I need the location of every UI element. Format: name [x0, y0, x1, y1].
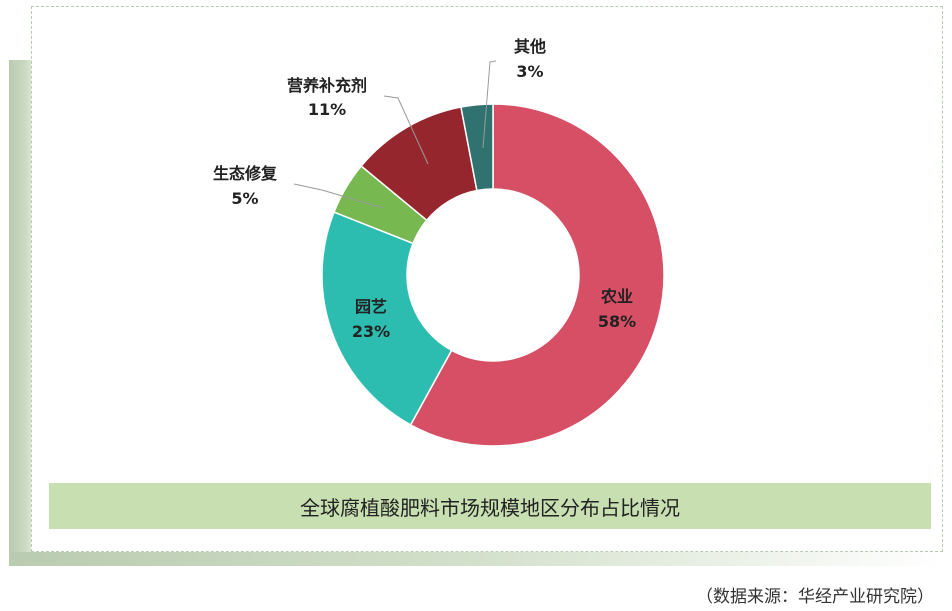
slice-value-eco-restoration: 5% — [231, 189, 258, 208]
chart-title: 全球腐植酸肥料市场规模地区分布占比情况 — [49, 483, 931, 529]
slice-value-horticulture: 23% — [352, 322, 390, 341]
slice-label-agriculture: 农业 — [600, 287, 633, 306]
slice-label-nutrient-supplement: 营养补充剂 — [287, 76, 367, 95]
slice-horticulture — [321, 211, 453, 426]
chart-slices — [321, 103, 665, 447]
data-source: （数据来源：华经产业研究院） — [696, 587, 934, 607]
leader-nutrient-supplement — [383, 95, 429, 165]
slice-agriculture — [409, 103, 665, 447]
slice-label-eco-restoration: 生态修复 — [213, 164, 278, 183]
slice-value-agriculture: 58% — [598, 312, 636, 331]
slice-value-nutrient-supplement: 11% — [308, 100, 346, 119]
decorative-band-left — [9, 60, 34, 566]
slice-label-other: 其他 — [514, 37, 546, 56]
leader-other — [482, 60, 497, 149]
decorative-band-bottom — [9, 552, 944, 566]
slice-value-other: 3% — [516, 62, 543, 81]
leader-lines — [293, 60, 497, 209]
slice-label-horticulture: 园艺 — [355, 297, 387, 316]
leader-eco-restoration — [293, 183, 384, 209]
